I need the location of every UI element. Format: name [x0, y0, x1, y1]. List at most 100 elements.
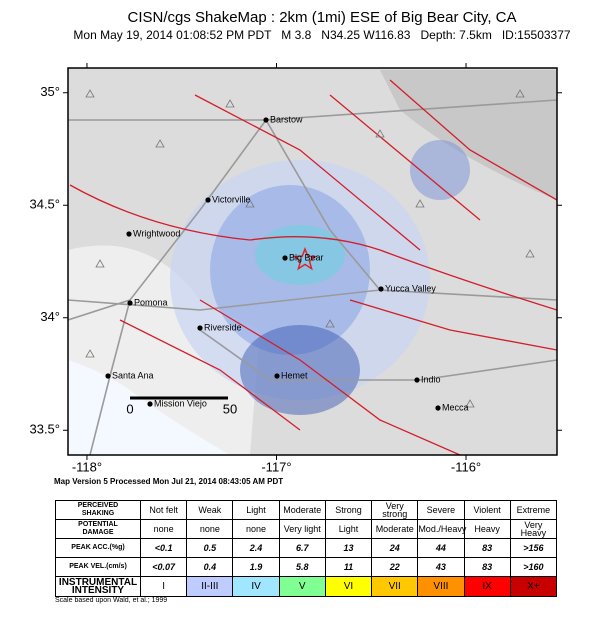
- table-cell: Not felt: [139, 500, 188, 520]
- city-label: Yucca Valley: [385, 283, 436, 293]
- table-cell: IV: [232, 576, 280, 597]
- table-cell: X+: [509, 576, 558, 597]
- faults: [69, 79, 557, 455]
- table-cell: >156: [509, 538, 558, 558]
- row-header: PEAK VEL.(cm/s): [55, 557, 141, 577]
- row-header: PERCEIVED SHAKING: [55, 500, 141, 520]
- table-cell: II-III: [186, 576, 234, 597]
- table-cell: 43: [417, 557, 465, 577]
- city-dot: [197, 325, 203, 331]
- stations: [85, 89, 535, 408]
- table-cell: Very light: [278, 519, 326, 539]
- version-note: Map Version 5 Processed Mon Jul 21, 2014…: [54, 477, 283, 486]
- lat-label: 35°: [40, 84, 60, 99]
- table-cell: 6.7: [278, 538, 326, 558]
- table-cell: Mod./Heavy: [417, 519, 466, 539]
- scale-label: 0: [126, 401, 133, 416]
- table-row: PEAK ACC.(%g) <0.1 0.5 2.4 6.7 13 24 44 83 >156: [55, 538, 558, 558]
- row-header: INSTRUMENTAL INTENSITY: [55, 576, 141, 597]
- title: CISN/cgs ShakeMap : 2km (1mi) ESE of Big…: [127, 9, 516, 26]
- table-cell: 13: [324, 538, 373, 558]
- table-cell: Violent: [463, 500, 511, 520]
- city-dot: [127, 300, 133, 306]
- city-label: Wrightwood: [133, 228, 180, 238]
- city-label: Victorville: [212, 194, 250, 204]
- city-label: Riverside: [204, 322, 242, 332]
- intensity-blob: [240, 325, 360, 415]
- subtitle: Mon May 19, 2014 01:08:52 PM PDT M 3.8 N…: [73, 28, 570, 42]
- city-dot: [435, 405, 441, 411]
- city-dot: [263, 117, 269, 123]
- table-cell: Heavy: [463, 519, 511, 539]
- city-label: Big Bear: [289, 252, 324, 262]
- table-cell: Moderate: [278, 500, 326, 520]
- table-cell: 0.4: [186, 557, 234, 577]
- table-cell: 5.8: [278, 557, 326, 577]
- lon-label: -118°: [72, 459, 102, 474]
- city-dot: [105, 373, 111, 379]
- table-cell: none: [139, 519, 188, 539]
- city-dot: [205, 197, 211, 203]
- table-row: INSTRUMENTAL INTENSITY I II-III IV V VI VII VII…: [55, 576, 558, 597]
- roads: [68, 99, 557, 455]
- table-cell: VI: [324, 576, 373, 597]
- row-header: PEAK ACC.(%g): [55, 538, 141, 558]
- scale-label: 50: [223, 401, 237, 416]
- table-cell: >160: [509, 557, 558, 577]
- table-cell: Strong: [324, 500, 373, 520]
- table-cell: Light: [232, 500, 280, 520]
- intensity-blob: [410, 140, 470, 200]
- table-cell: 24: [371, 538, 419, 558]
- table-cell: none: [232, 519, 280, 539]
- map: CISN/cgs ShakeMap : 2km (1mi) ESE of Big…: [29, 9, 570, 486]
- table-cell: 44: [417, 538, 465, 558]
- table-cell: <0.07: [139, 557, 188, 577]
- city-label: Santa Ana: [112, 370, 154, 380]
- table-cell: 2.4: [232, 538, 280, 558]
- lon-label: -117°: [261, 459, 291, 474]
- table-cell: none: [186, 519, 234, 539]
- table-cell: <0.1: [139, 538, 188, 558]
- lat-label: 34.5°: [29, 197, 60, 212]
- table-cell: 0.5: [186, 538, 234, 558]
- intensity-table: PERCEIVED SHAKING Not felt Weak Light Modera…: [55, 500, 558, 597]
- row-header: POTENTIAL DAMAGE: [55, 519, 141, 539]
- intensity-iv: [255, 225, 345, 285]
- table-cell: VIII: [417, 576, 465, 597]
- city-label: Mecca: [442, 402, 469, 412]
- table-cell: 83: [463, 557, 511, 577]
- table-cell: Extreme: [509, 500, 558, 520]
- lat-label: 34°: [40, 309, 60, 324]
- city-dot: [414, 377, 420, 383]
- table-row: PEAK VEL.(cm/s) <0.07 0.4 1.9 5.8 11 22 43 83 >16…: [55, 557, 558, 577]
- table-cell: V: [278, 576, 326, 597]
- city-label: Barstow: [270, 114, 303, 124]
- city-dot: [282, 255, 288, 261]
- city-label: Indio: [421, 374, 441, 384]
- table-row: PERCEIVED SHAKING Not felt Weak Light Modera…: [55, 500, 558, 520]
- map-body: [68, 68, 557, 455]
- table-cell: Light: [324, 519, 373, 539]
- table-cell: Very Heavy: [509, 519, 558, 539]
- city-dot: [378, 286, 384, 292]
- city-dot: [147, 401, 153, 407]
- table-cell: I: [139, 576, 188, 597]
- city-label: Mission Viejo: [154, 398, 207, 408]
- map-frame: [67, 67, 558, 456]
- city-label: Pomona: [134, 297, 168, 307]
- table-cell: Very strong: [371, 500, 419, 520]
- table-cell: 22: [371, 557, 419, 577]
- table-cell: Moderate: [371, 519, 419, 539]
- table-cell: 11: [324, 557, 373, 577]
- table-cell: Severe: [417, 500, 465, 520]
- table-row: POTENTIAL DAMAGE none none none Very light Li…: [55, 519, 558, 539]
- table-cell: 83: [463, 538, 511, 558]
- table-cell: IX: [463, 576, 511, 597]
- footnote: Scale based upon Wald, et al.; 1999: [55, 597, 168, 604]
- lon-label: -116°: [451, 459, 481, 474]
- table-cell: VII: [371, 576, 419, 597]
- epicenter: [292, 246, 318, 271]
- city-label: Hemet: [281, 370, 308, 380]
- lat-label: 33.5°: [29, 422, 60, 437]
